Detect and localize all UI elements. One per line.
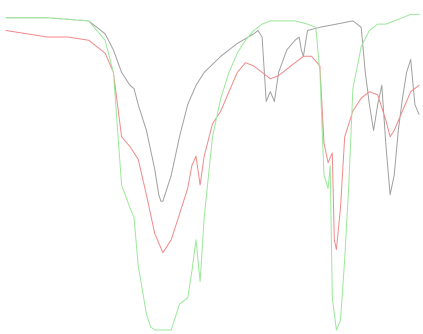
series-line-3 [5, 13, 420, 331]
series-layer [5, 13, 420, 331]
series-line-2 [5, 30, 420, 254]
series-line-1 [5, 17, 420, 202]
